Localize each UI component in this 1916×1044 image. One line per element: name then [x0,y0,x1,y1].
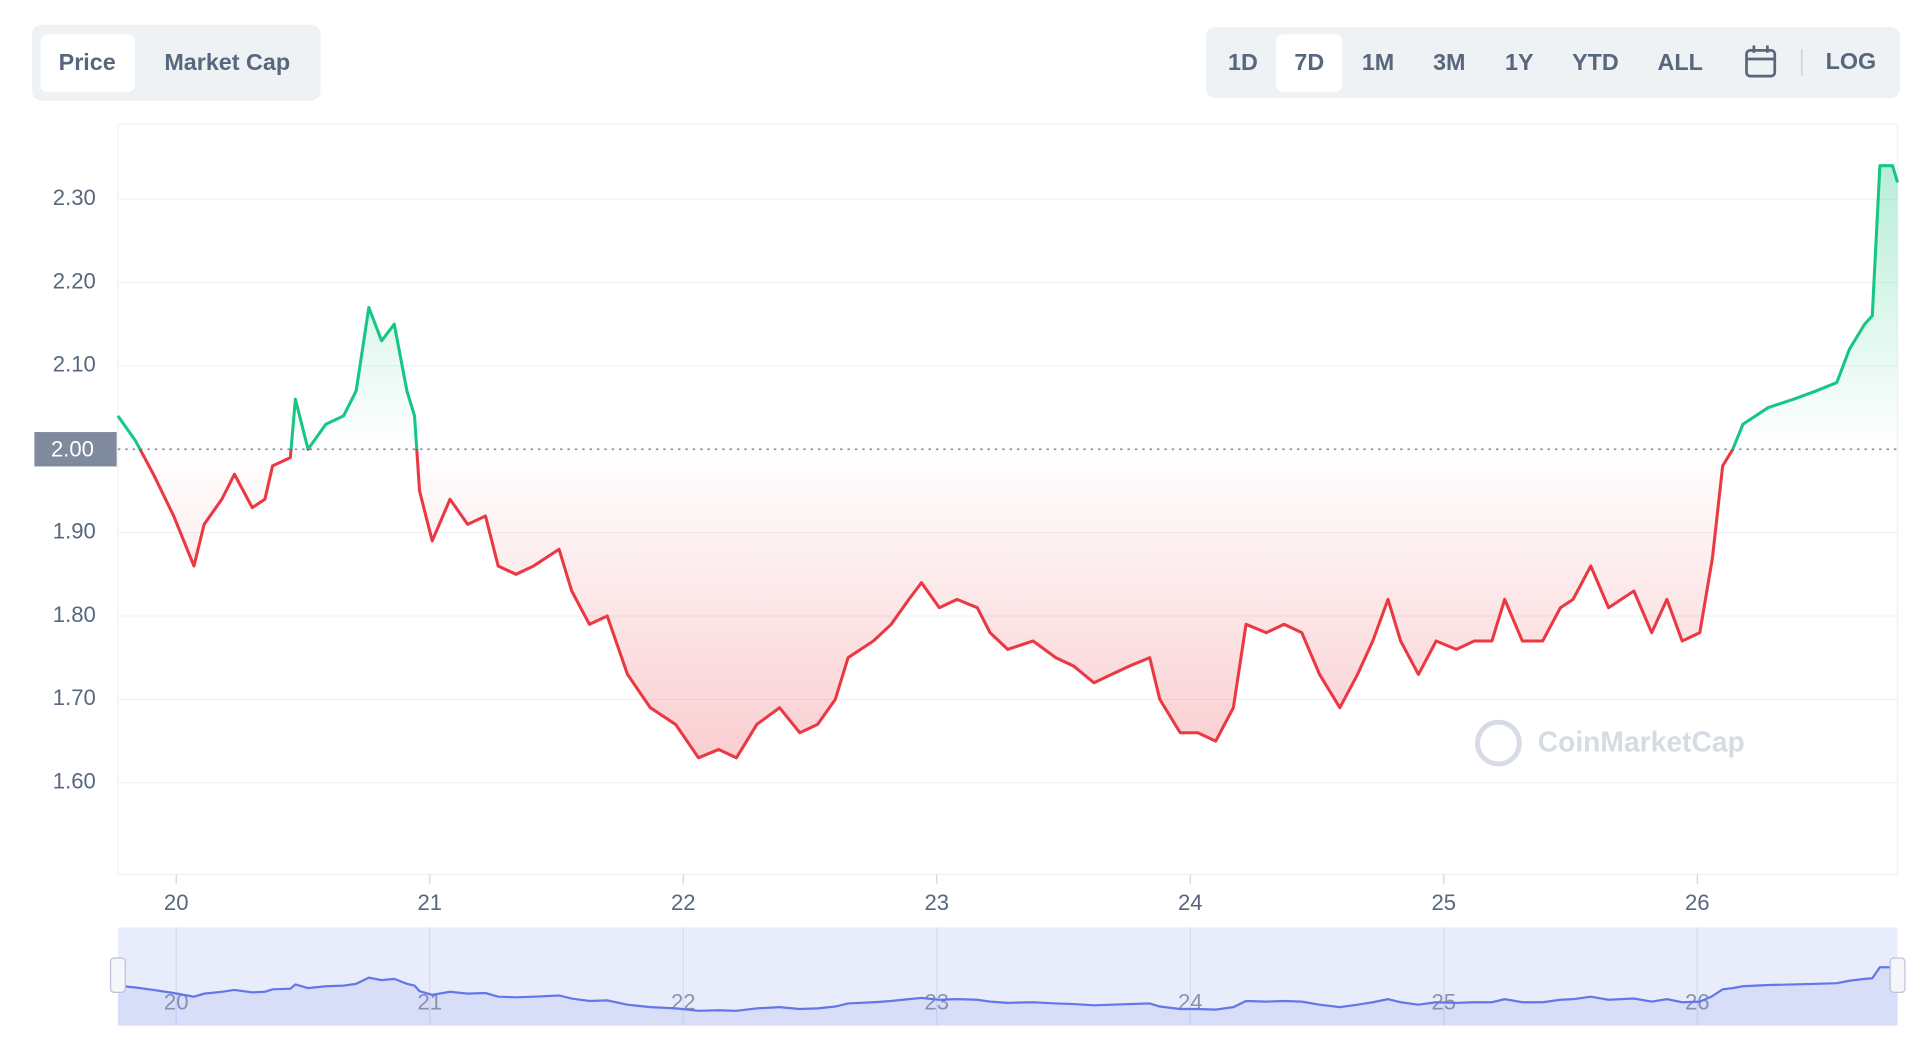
calendar-icon[interactable] [1745,45,1777,78]
price-line [116,164,1900,760]
range-active [1276,34,1343,93]
y-tick-label: 1.80 [53,602,96,627]
x-tick-label: 21 [417,890,442,915]
navigator [117,927,1898,1026]
log-button[interactable]: LOG [1826,48,1877,74]
watermark: CoinMarketCap [1475,719,1745,767]
tab[interactable]: Price [59,49,116,75]
range-button[interactable]: YTD [1572,49,1619,75]
tab[interactable]: Market Cap [164,49,290,75]
plot-frame [117,123,1899,876]
y-tick-label: 2.30 [53,185,96,210]
range-group [1206,27,1901,99]
reference-label-bg [34,432,117,467]
nav-handle[interactable] [1889,957,1906,994]
watermark-text: CoinMarketCap [1538,726,1745,758]
x-tick-label: 25 [1431,890,1456,915]
nav-tick-label: 23 [924,989,949,1014]
range-button[interactable]: 1D [1228,49,1258,75]
range-button[interactable]: ALL [1658,49,1703,75]
y-tick-label: 2.10 [53,352,96,377]
reference-label: 2.00 [51,436,94,461]
y-tick-label: 1.60 [53,769,96,794]
x-tick-label: 22 [671,890,696,915]
y-tick-label: 1.70 [53,685,96,710]
price-area [117,165,1898,758]
range-button[interactable]: 7D [1294,49,1324,75]
range-button[interactable]: 1M [1362,49,1394,75]
range-button[interactable]: 3M [1433,49,1465,75]
tab-active [40,34,136,93]
y-tick-label: 1.90 [53,518,96,543]
x-tick-label: 26 [1685,890,1710,915]
x-tick-label: 24 [1178,890,1203,915]
nav-line [117,966,1898,1012]
nav-area [117,967,1898,1026]
range-button[interactable]: 1Y [1505,49,1534,75]
nav-handle[interactable] [109,957,126,994]
x-tick-label: 20 [164,890,189,915]
y-tick-label: 2.20 [53,268,96,293]
x-tick-label: 23 [924,890,949,915]
nav-tick-label: 24 [1178,989,1203,1014]
